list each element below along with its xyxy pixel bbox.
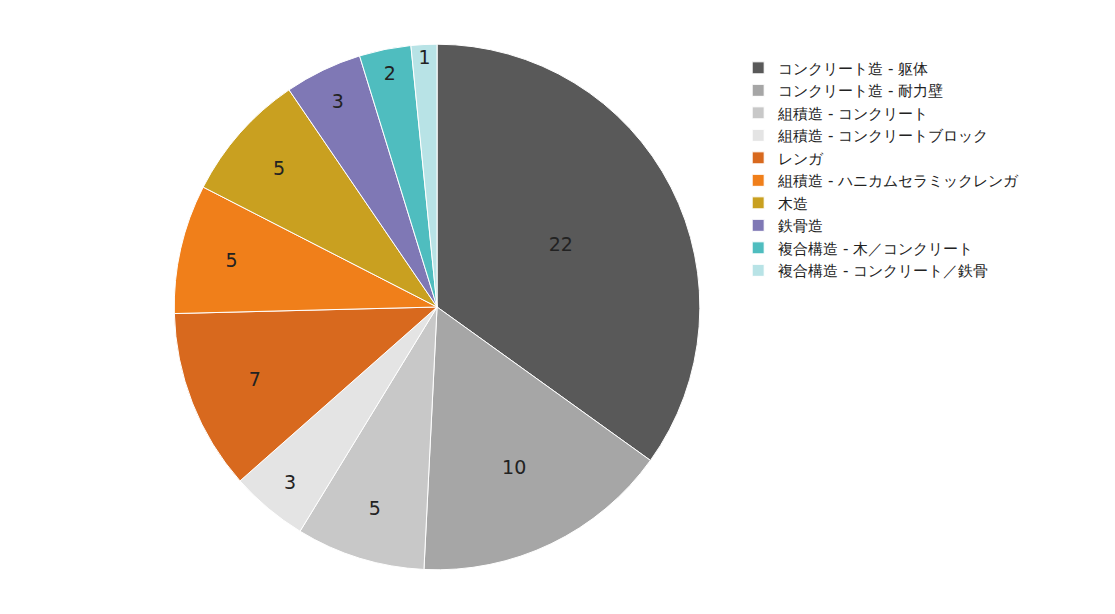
svg-text:複合構造 - 木／コンクリート: 複合構造 - 木／コンクリート — [778, 240, 973, 258]
svg-text:3: 3 — [332, 90, 344, 112]
svg-text:コンクリート造 - 耐力壁: コンクリート造 - 耐力壁 — [778, 82, 943, 100]
svg-text:7: 7 — [249, 368, 261, 390]
svg-text:組積造 - ハニカムセラミックレンガ: 組積造 - ハニカムセラミックレンガ — [777, 172, 1019, 190]
svg-text:5: 5 — [273, 157, 285, 179]
svg-text:3: 3 — [284, 471, 296, 493]
svg-text:木造: 木造 — [778, 195, 808, 213]
svg-text:コンクリート造 - 躯体: コンクリート造 - 躯体 — [778, 60, 928, 78]
svg-text:5: 5 — [369, 497, 381, 519]
svg-text:組積造 - コンクリート: 組積造 - コンクリート — [777, 105, 928, 123]
svg-text:鉄骨造: 鉄骨造 — [778, 217, 823, 235]
svg-text:レンガ: レンガ — [778, 150, 824, 168]
svg-text:組積造 - コンクリートブロック: 組積造 - コンクリートブロック — [777, 127, 988, 145]
svg-text:10: 10 — [502, 456, 526, 478]
svg-text:22: 22 — [549, 233, 573, 255]
svg-text:5: 5 — [226, 249, 238, 271]
svg-text:2: 2 — [384, 62, 396, 84]
svg-text:1: 1 — [419, 46, 431, 68]
svg-text:複合構造 - コンクリート／鉄骨: 複合構造 - コンクリート／鉄骨 — [778, 262, 988, 280]
